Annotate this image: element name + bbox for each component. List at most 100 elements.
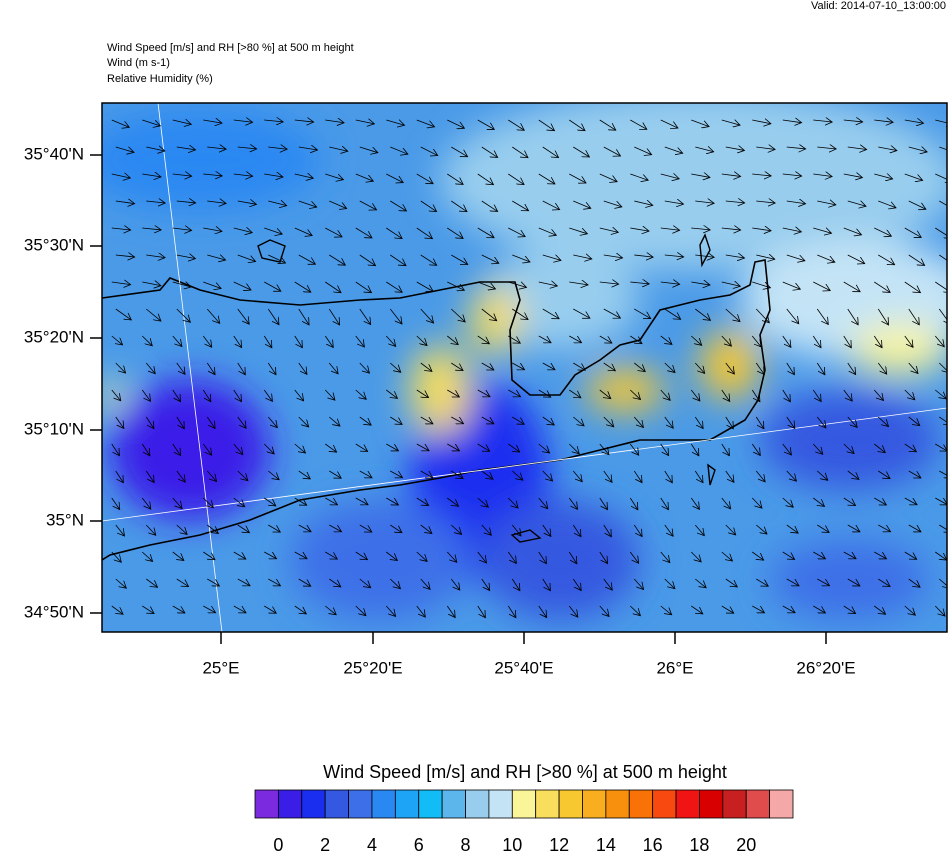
colorbar-swatch bbox=[465, 789, 490, 819]
wind-arrow bbox=[568, 497, 577, 509]
wind-arrow bbox=[294, 120, 314, 122]
wind-arrow bbox=[420, 578, 430, 589]
lat-tick-label: 35°10'N bbox=[24, 419, 84, 438]
wind-arrow bbox=[630, 605, 640, 616]
wind-arrow bbox=[477, 173, 494, 185]
valid-time: Valid: 2014-07-10_13:00:00 bbox=[811, 0, 946, 12]
wind-arrow bbox=[664, 308, 681, 319]
colorbar-label: 14 bbox=[596, 835, 616, 854]
wind-arrow bbox=[756, 578, 768, 586]
wind-arrow bbox=[908, 524, 921, 532]
wind-arrow bbox=[843, 227, 862, 235]
wind-arrow bbox=[904, 335, 913, 347]
wind-arrow bbox=[268, 578, 280, 586]
wind-arrow bbox=[115, 362, 126, 373]
wind-arrow bbox=[573, 416, 584, 426]
wind-arrow bbox=[508, 282, 526, 287]
wind-arrow bbox=[691, 119, 709, 127]
wind-arrow bbox=[237, 362, 246, 375]
wind-arrow bbox=[630, 282, 649, 284]
wind-arrow bbox=[264, 551, 276, 559]
wind-arrow bbox=[782, 443, 792, 455]
wind-arrow bbox=[390, 578, 400, 589]
wind-arrow bbox=[603, 470, 612, 482]
wind-arrow bbox=[447, 389, 459, 397]
wind-arrow bbox=[420, 200, 437, 212]
colorbar-label: 8 bbox=[461, 835, 471, 854]
wind-arrow bbox=[294, 174, 314, 178]
wind-arrow bbox=[146, 201, 165, 203]
wind-arrow bbox=[359, 200, 377, 210]
wind-arrow bbox=[206, 416, 215, 429]
wind-arrow bbox=[355, 173, 374, 181]
wind-arrow bbox=[359, 524, 372, 532]
wind-arrow bbox=[816, 416, 826, 428]
wind-arrow bbox=[268, 201, 286, 206]
wind-arrow bbox=[603, 146, 621, 156]
wind-arrow bbox=[451, 416, 463, 424]
wind-arrow bbox=[115, 308, 132, 320]
wind-arrow bbox=[508, 335, 520, 343]
wind-arrow bbox=[329, 254, 345, 265]
coastline bbox=[102, 259, 771, 561]
wind-arrow bbox=[813, 605, 825, 613]
wind-arrow bbox=[660, 389, 670, 400]
wind-arrow bbox=[325, 605, 336, 615]
wind-arrow bbox=[938, 308, 947, 324]
wind-arrow bbox=[908, 362, 918, 374]
wind-arrow bbox=[816, 308, 828, 324]
wind-arrow bbox=[207, 147, 226, 149]
wind-arrow bbox=[691, 335, 701, 345]
wind-arrow bbox=[847, 362, 856, 375]
colorbar-label: 20 bbox=[736, 835, 756, 854]
wind-arrow bbox=[904, 227, 921, 237]
wind-arrow bbox=[786, 308, 799, 324]
wind-arrow bbox=[664, 524, 673, 536]
wind-arrow bbox=[298, 470, 311, 479]
colorbar: 0 2 4 6 8 10 12 14 16 18 20 bbox=[254, 789, 794, 855]
wind-arrow bbox=[878, 416, 888, 427]
wind-arrow bbox=[690, 443, 699, 456]
wind-arrow bbox=[599, 119, 616, 130]
wind-arrow bbox=[508, 173, 524, 185]
wind-arrow bbox=[111, 497, 120, 510]
wind-arrow bbox=[599, 389, 611, 399]
wind-arrow bbox=[782, 605, 795, 613]
wind-arrow bbox=[755, 470, 765, 482]
wind-arrow bbox=[630, 119, 647, 129]
wind-arrow bbox=[904, 497, 917, 505]
wind-arrow bbox=[176, 201, 196, 203]
wind-arrow bbox=[752, 281, 770, 288]
wind-arrow bbox=[416, 335, 427, 346]
wind-arrow bbox=[538, 605, 547, 618]
wind-arrow bbox=[115, 201, 135, 204]
wind-arrow bbox=[813, 551, 825, 559]
wind-arrow bbox=[569, 227, 587, 234]
wind-arrow bbox=[328, 308, 339, 325]
wind-arrow bbox=[386, 173, 403, 183]
wind-arrow bbox=[206, 470, 216, 481]
wind-arrow bbox=[420, 308, 434, 323]
wind-arrow bbox=[599, 173, 617, 182]
wind-arrow bbox=[355, 389, 366, 399]
wind-arrow bbox=[725, 470, 734, 482]
wind-arrow bbox=[782, 174, 802, 176]
wind-arrow bbox=[511, 524, 521, 536]
wind-arrow bbox=[512, 362, 524, 370]
wind-arrow bbox=[390, 146, 408, 154]
wind-arrow bbox=[878, 524, 890, 532]
wind-arrow bbox=[629, 551, 638, 563]
wind-arrow bbox=[721, 551, 733, 561]
wind-arrow bbox=[694, 362, 704, 373]
wind-arrow bbox=[203, 551, 215, 560]
wind-arrow bbox=[725, 416, 734, 429]
wind-arrow bbox=[264, 605, 276, 613]
wind-arrow bbox=[416, 551, 427, 561]
wind-arrow bbox=[660, 282, 680, 284]
wind-arrow bbox=[603, 308, 621, 318]
wind-arrow bbox=[447, 119, 464, 128]
wind-arrow bbox=[782, 228, 802, 232]
wind-arrow bbox=[786, 201, 806, 204]
wind-arrow bbox=[752, 228, 771, 231]
wind-arrow bbox=[874, 281, 890, 292]
